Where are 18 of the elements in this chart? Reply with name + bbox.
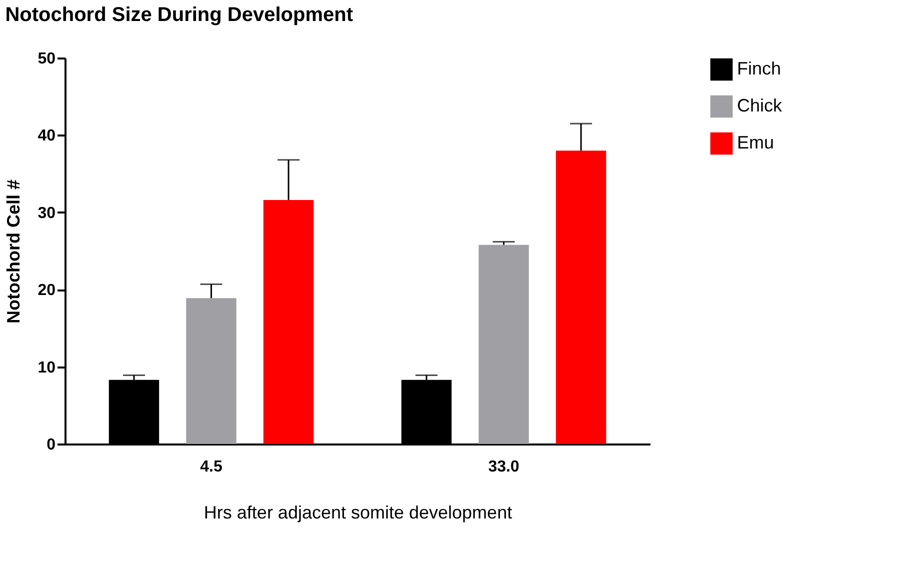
bar bbox=[478, 244, 529, 444]
legend-label: Finch bbox=[737, 58, 782, 78]
chart-title: Notochord Size During Development bbox=[5, 4, 354, 26]
y-tick-label: 10 bbox=[38, 359, 56, 376]
legend-label: Chick bbox=[737, 96, 784, 116]
bar bbox=[556, 150, 606, 444]
bar bbox=[263, 200, 314, 444]
y-axis-title: Notochord Cell # bbox=[4, 179, 24, 324]
x-tick-label: 4.5 bbox=[200, 458, 222, 476]
y-tick-label: 30 bbox=[38, 204, 56, 222]
y-tick-label: 40 bbox=[38, 128, 56, 145]
x-axis-title: Hrs after adjacent somite development bbox=[204, 502, 512, 522]
x-tick-label: 33.0 bbox=[488, 458, 520, 476]
y-tick-label: 50 bbox=[38, 50, 56, 68]
bar bbox=[186, 298, 236, 444]
y-tick-label: 20 bbox=[38, 282, 56, 300]
y-tick-label: 0 bbox=[46, 436, 56, 454]
legend-label: Emu bbox=[737, 132, 774, 152]
